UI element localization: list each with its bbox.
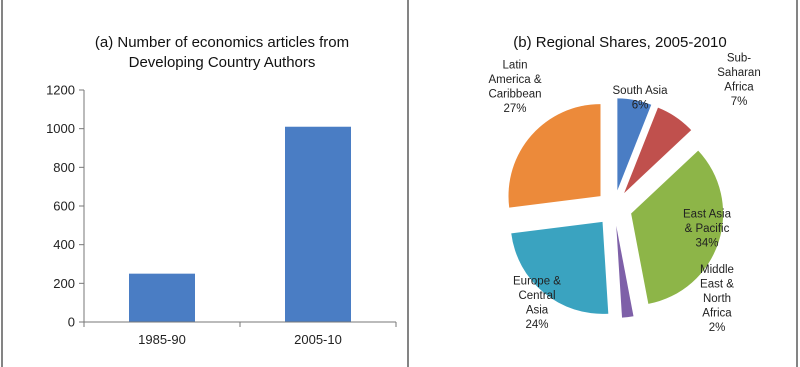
pie-slice bbox=[616, 225, 634, 318]
pie-slice-label: 27% bbox=[503, 103, 526, 115]
pie-slice-label: North bbox=[703, 293, 731, 305]
y-tick-label: 200 bbox=[53, 276, 75, 291]
pie-slice bbox=[511, 221, 609, 314]
pie-slice-label: Sub- bbox=[727, 52, 751, 64]
bar-chart-title-line1: (a) Number of economics articles from bbox=[95, 34, 349, 51]
y-axis: 0 200 400 600 800 1000 1200 bbox=[46, 83, 85, 330]
pie-slice-label: 34% bbox=[695, 238, 718, 250]
pie-slice-label: & Pacific bbox=[685, 223, 730, 235]
y-tick-label: 400 bbox=[53, 237, 75, 252]
pie-slice-label: Saharan bbox=[717, 67, 760, 79]
bar bbox=[129, 273, 195, 322]
pie-slice-label: Asia bbox=[526, 304, 549, 316]
pie-slice-label: Middle bbox=[700, 264, 734, 276]
pie-slice bbox=[508, 104, 601, 208]
pie-slice bbox=[617, 98, 652, 191]
pie-slice-label: 6% bbox=[632, 99, 649, 111]
pie-slice-label: America & bbox=[488, 74, 541, 86]
x-axis: 1985-90 2005-10 bbox=[83, 321, 397, 347]
pie-slice-label: Central bbox=[518, 290, 555, 302]
bar-chart: (a) Number of economics articles from De… bbox=[46, 34, 397, 347]
y-tick-label: 600 bbox=[53, 199, 75, 214]
pie-slice-label: 2% bbox=[709, 322, 726, 334]
pie-slice-label: South Asia bbox=[613, 85, 669, 97]
y-tick-label: 1000 bbox=[46, 121, 75, 136]
pie-slice bbox=[624, 107, 692, 194]
pie-slice-label: Africa bbox=[702, 308, 732, 320]
pie-chart-title: (b) Regional Shares, 2005-2010 bbox=[513, 34, 726, 51]
bar-chart-title-line2: Developing Country Authors bbox=[129, 54, 316, 71]
pie-slice-label: Latin bbox=[503, 59, 528, 71]
pie-slice-label: East & bbox=[700, 279, 734, 291]
pie-slices bbox=[508, 98, 724, 318]
pie-slice-label: Africa bbox=[724, 81, 754, 93]
pie-chart: (b) Regional Shares, 2005-2010 South Asi… bbox=[488, 34, 760, 334]
bar bbox=[285, 126, 351, 322]
y-tick-label: 0 bbox=[68, 315, 75, 330]
pie-slice-label: 7% bbox=[731, 96, 748, 108]
pie-slice bbox=[631, 150, 724, 304]
x-tick-label: 1985-90 bbox=[138, 332, 186, 347]
pie-slice-label: Caribbean bbox=[488, 88, 541, 100]
pie-slice-label: East Asia bbox=[683, 209, 732, 221]
pie-slice-label: Europe & bbox=[513, 275, 561, 287]
pie-labels: South Asia 6% Sub- Saharan Africa 7% East Asia… bbox=[488, 52, 760, 334]
y-tick-label: 1200 bbox=[46, 83, 75, 98]
y-tick-label: 800 bbox=[53, 160, 75, 175]
bars bbox=[129, 126, 351, 322]
pie-slice-label: 24% bbox=[525, 319, 548, 331]
x-tick-label: 2005-10 bbox=[294, 332, 342, 347]
